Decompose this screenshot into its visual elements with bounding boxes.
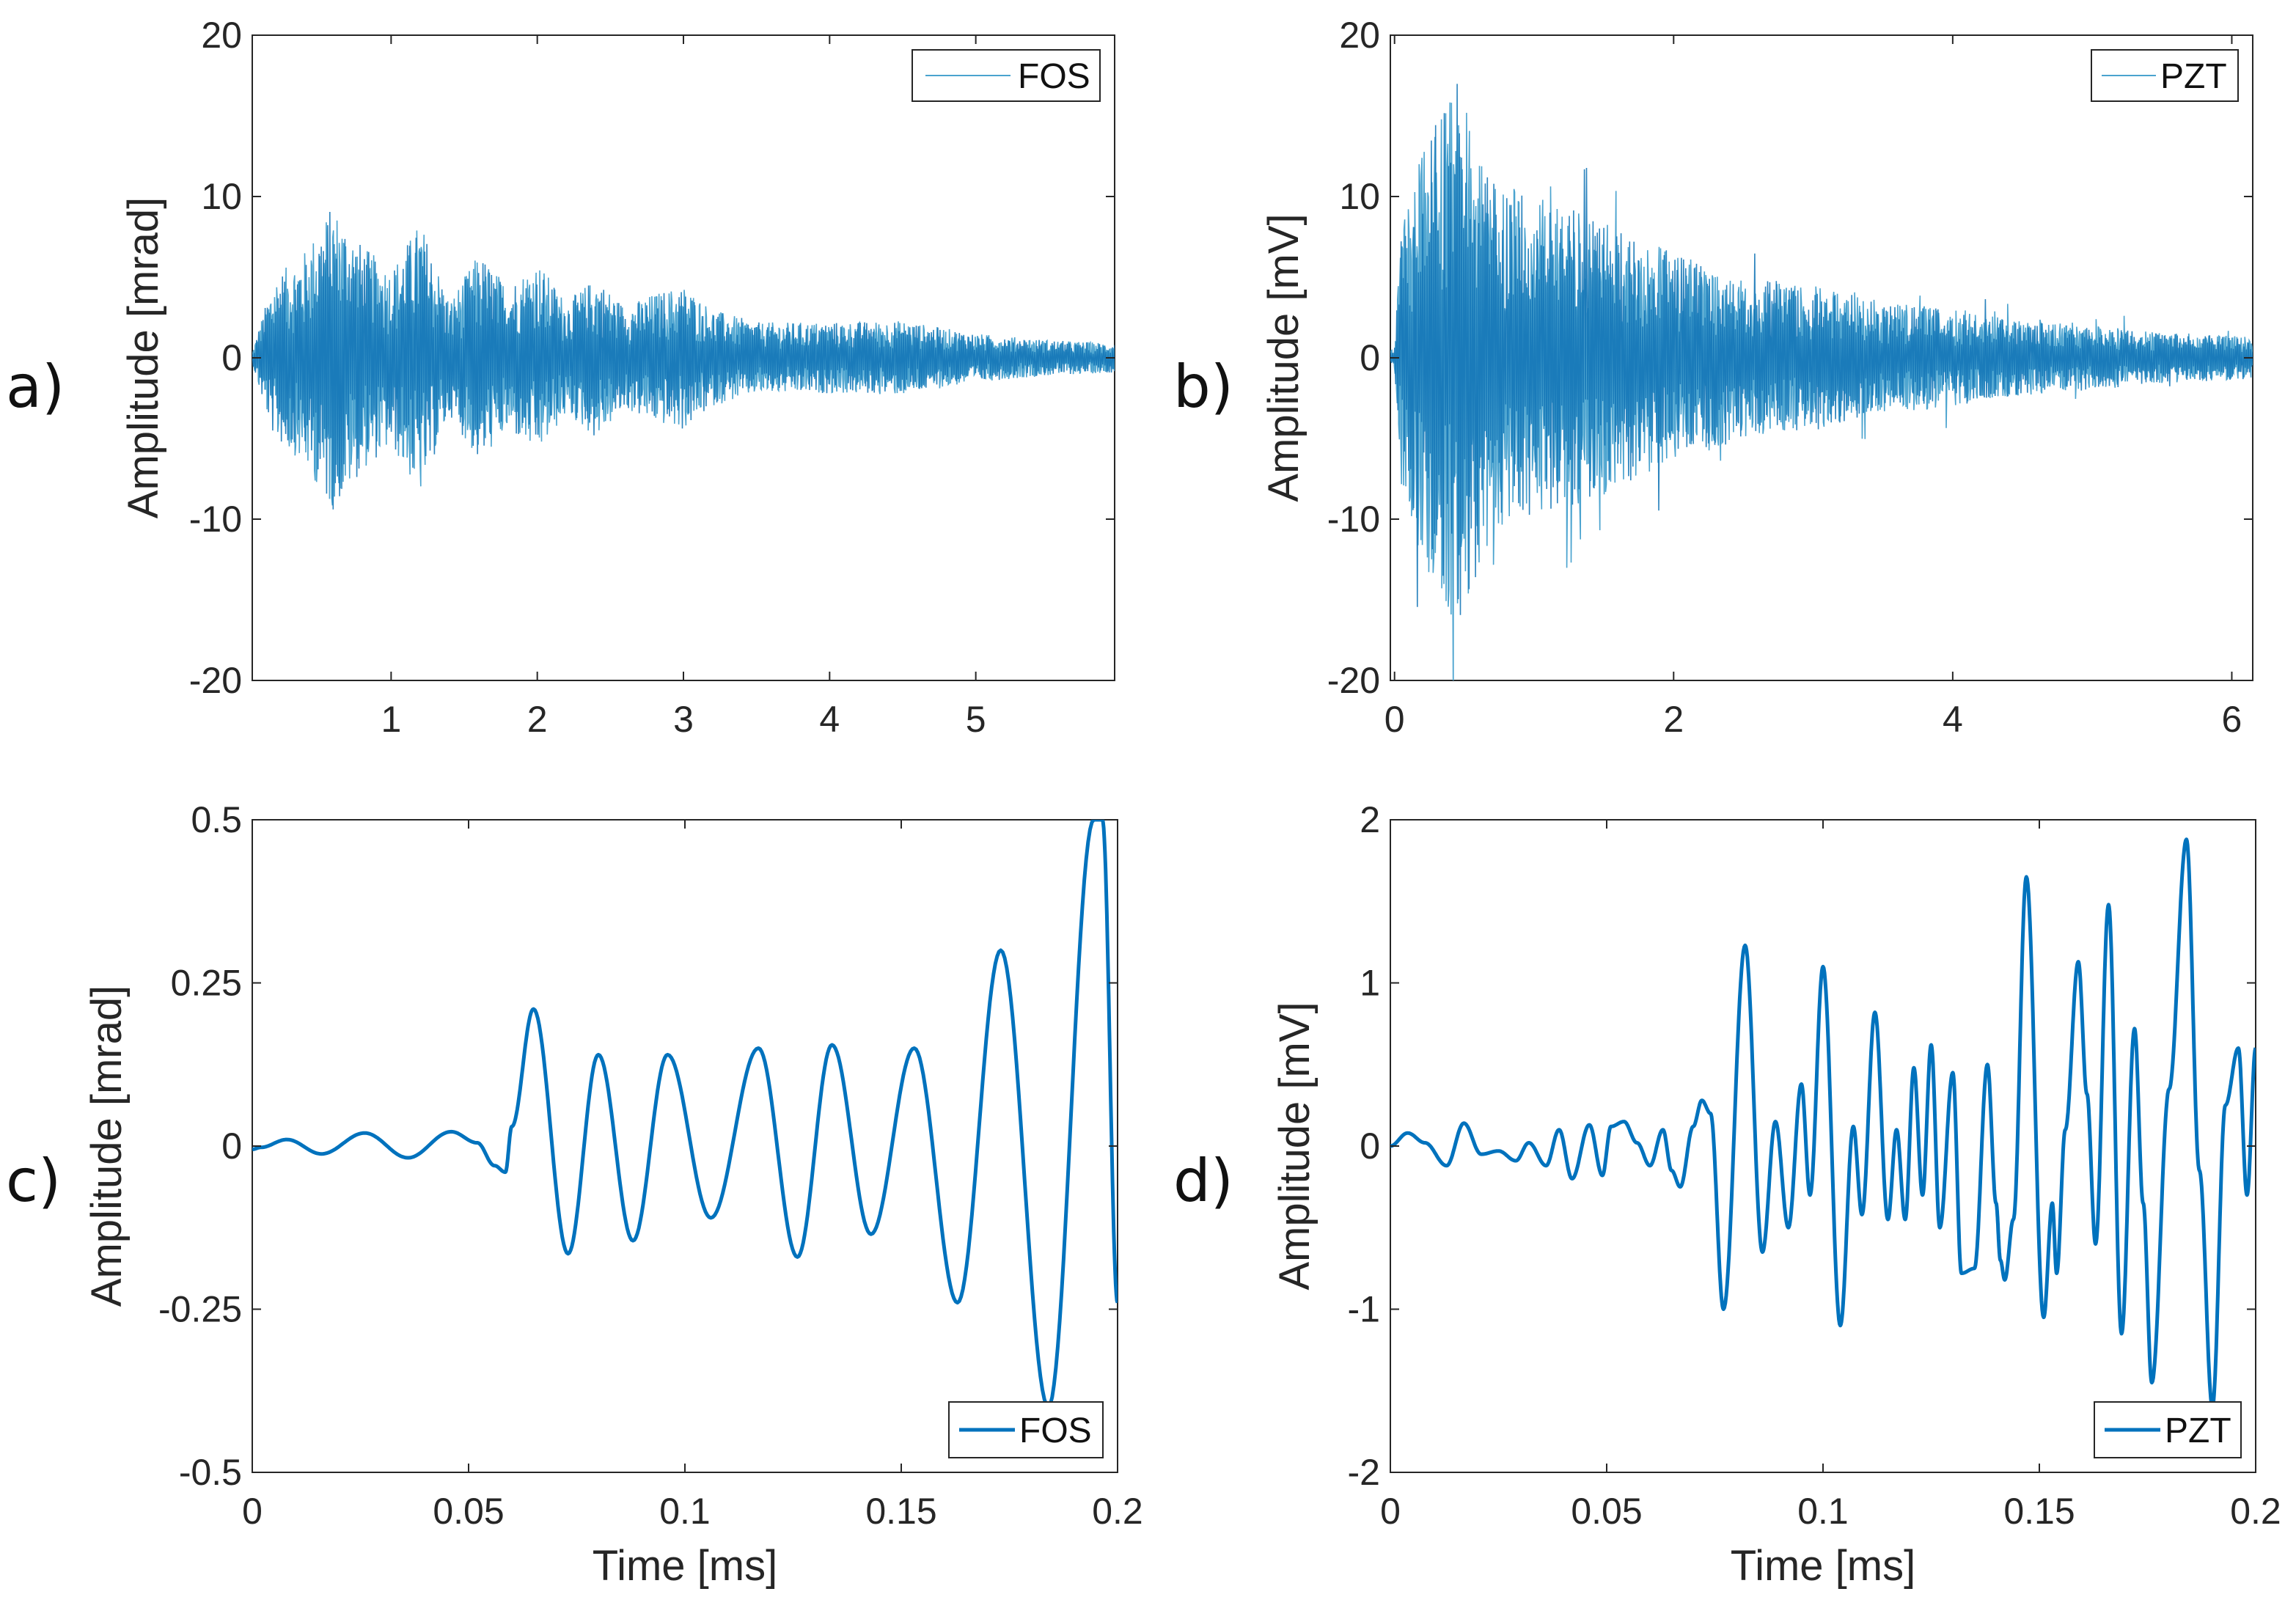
- ytick-label-d: 0: [1360, 1126, 1380, 1167]
- panel-label-c: c): [6, 1147, 61, 1215]
- ylabel-a: Amplitude [mrad]: [120, 197, 167, 518]
- panel-d: 0 0.05 0.1 0.15 0.2 -2 -1 0 1 2 Amplitude [mV] T…: [1173, 799, 2281, 1590]
- ytick-label-a: -10: [189, 499, 242, 540]
- xlabel-d: Time [ms]: [1731, 1542, 1915, 1590]
- xtick-label-c: 0.1: [659, 1491, 711, 1532]
- ytick-label-c: -0.25: [158, 1289, 242, 1330]
- series-line-d: [1390, 837, 2256, 1409]
- ytick-label-c: 0.5: [191, 799, 242, 840]
- ytick-label-d: -2: [1348, 1452, 1380, 1493]
- panel-label-b: b): [1173, 353, 1233, 421]
- xtick-label-c: 0.15: [865, 1491, 936, 1532]
- xtick-label-d: 0.15: [2003, 1491, 2075, 1532]
- xtick-label-a: 1: [381, 699, 401, 740]
- xtick-label-a: 5: [966, 699, 986, 740]
- xticks-b: 0 2 4 6: [1384, 35, 2242, 740]
- panel-label-d: d): [1173, 1147, 1233, 1215]
- xtick-label-b: 0: [1384, 699, 1405, 740]
- xtick-label-d: 0.2: [2230, 1491, 2281, 1532]
- xtick-label-d: 0.1: [1797, 1491, 1849, 1532]
- ytick-label-b: 20: [1339, 15, 1380, 56]
- signal-b: [1390, 84, 2253, 680]
- ytick-label-c: 0.25: [171, 963, 242, 1004]
- yticks-d: -2 -1 0 1 2: [1348, 799, 2256, 1493]
- ytick-label-b: -20: [1327, 660, 1380, 701]
- legend-label-c: FOS: [1019, 1411, 1092, 1450]
- ylabel-d: Amplitude [mV]: [1271, 1002, 1318, 1290]
- series-line-a-overlay: [252, 211, 1115, 510]
- panel-label-a: a): [6, 353, 65, 421]
- legend-label-b: PZT: [2160, 57, 2227, 96]
- ytick-label-b: 10: [1339, 176, 1380, 217]
- ytick-label-d: 1: [1360, 963, 1380, 1004]
- xticks-a: 1 2 3 4 5: [381, 35, 986, 740]
- legend-a: FOS: [912, 49, 1101, 102]
- legend-b: PZT: [2091, 49, 2239, 102]
- legend-label-d: PZT: [2165, 1411, 2231, 1450]
- ytick-label-b: -10: [1327, 499, 1380, 540]
- ylabel-b: Amplitude [mV]: [1260, 213, 1307, 502]
- signal-a: [252, 211, 1115, 510]
- panel-c: 0 0.05 0.1 0.15 0.2 -0.5 -0.25 0 0.25 0.5 Amplit…: [6, 799, 1143, 1590]
- xtick-label-b: 4: [1943, 699, 1963, 740]
- yticks-b: -20 -10 0 10 20: [1327, 15, 2253, 701]
- ytick-label-a: -20: [189, 660, 242, 701]
- ytick-label-a: 20: [201, 15, 242, 56]
- series-line-c: [252, 820, 1118, 1409]
- xticks-c: 0 0.05 0.1 0.15 0.2: [242, 820, 1143, 1532]
- yticks-c: -0.5 -0.25 0 0.25 0.5: [158, 799, 1118, 1493]
- xtick-label-b: 2: [1663, 699, 1684, 740]
- ytick-label-c: 0: [221, 1126, 242, 1167]
- signal-d: [1390, 837, 2256, 1409]
- panel-b: 0 2 4 6 -20 -10 0 10 20 Amplitude [mV] b) PZT: [1173, 15, 2253, 740]
- ytick-label-b: 0: [1360, 337, 1380, 378]
- xlabel-c: Time [ms]: [593, 1542, 777, 1590]
- xticks-d: 0 0.05 0.1 0.15 0.2: [1380, 820, 2281, 1532]
- series-line-b-overlay: [1390, 84, 2253, 615]
- ytick-label-c: -0.5: [179, 1452, 242, 1493]
- xtick-label-a: 3: [673, 699, 694, 740]
- xtick-label-c: 0.2: [1092, 1491, 1143, 1532]
- legend-label-a: FOS: [1018, 57, 1090, 96]
- ylabel-c: Amplitude [mrad]: [83, 985, 131, 1307]
- xtick-label-d: 0: [1380, 1491, 1401, 1532]
- xtick-label-a: 4: [819, 699, 840, 740]
- panel-a: 1 2 3 4 5 -20 -10 0 10 20 Amplitude [mrad] a) FO…: [6, 15, 1115, 740]
- yticks-a: -20 -10 0 10 20: [189, 15, 1115, 701]
- axes-box-d: [1390, 819, 2256, 1473]
- ytick-label-d: -1: [1348, 1289, 1380, 1330]
- ytick-label-a: 0: [221, 337, 242, 378]
- xtick-label-c: 0.05: [433, 1491, 504, 1532]
- xtick-label-d: 0.05: [1571, 1491, 1642, 1532]
- xtick-label-a: 2: [527, 699, 548, 740]
- ytick-label-d: 2: [1360, 799, 1380, 840]
- signal-c: [252, 820, 1118, 1409]
- xtick-label-c: 0: [242, 1491, 263, 1532]
- xtick-label-b: 6: [2222, 699, 2242, 740]
- axes-box-c: [252, 819, 1118, 1473]
- ytick-label-a: 10: [201, 176, 242, 217]
- legend-d: PZT: [2094, 1401, 2242, 1458]
- legend-c: FOS: [948, 1401, 1104, 1458]
